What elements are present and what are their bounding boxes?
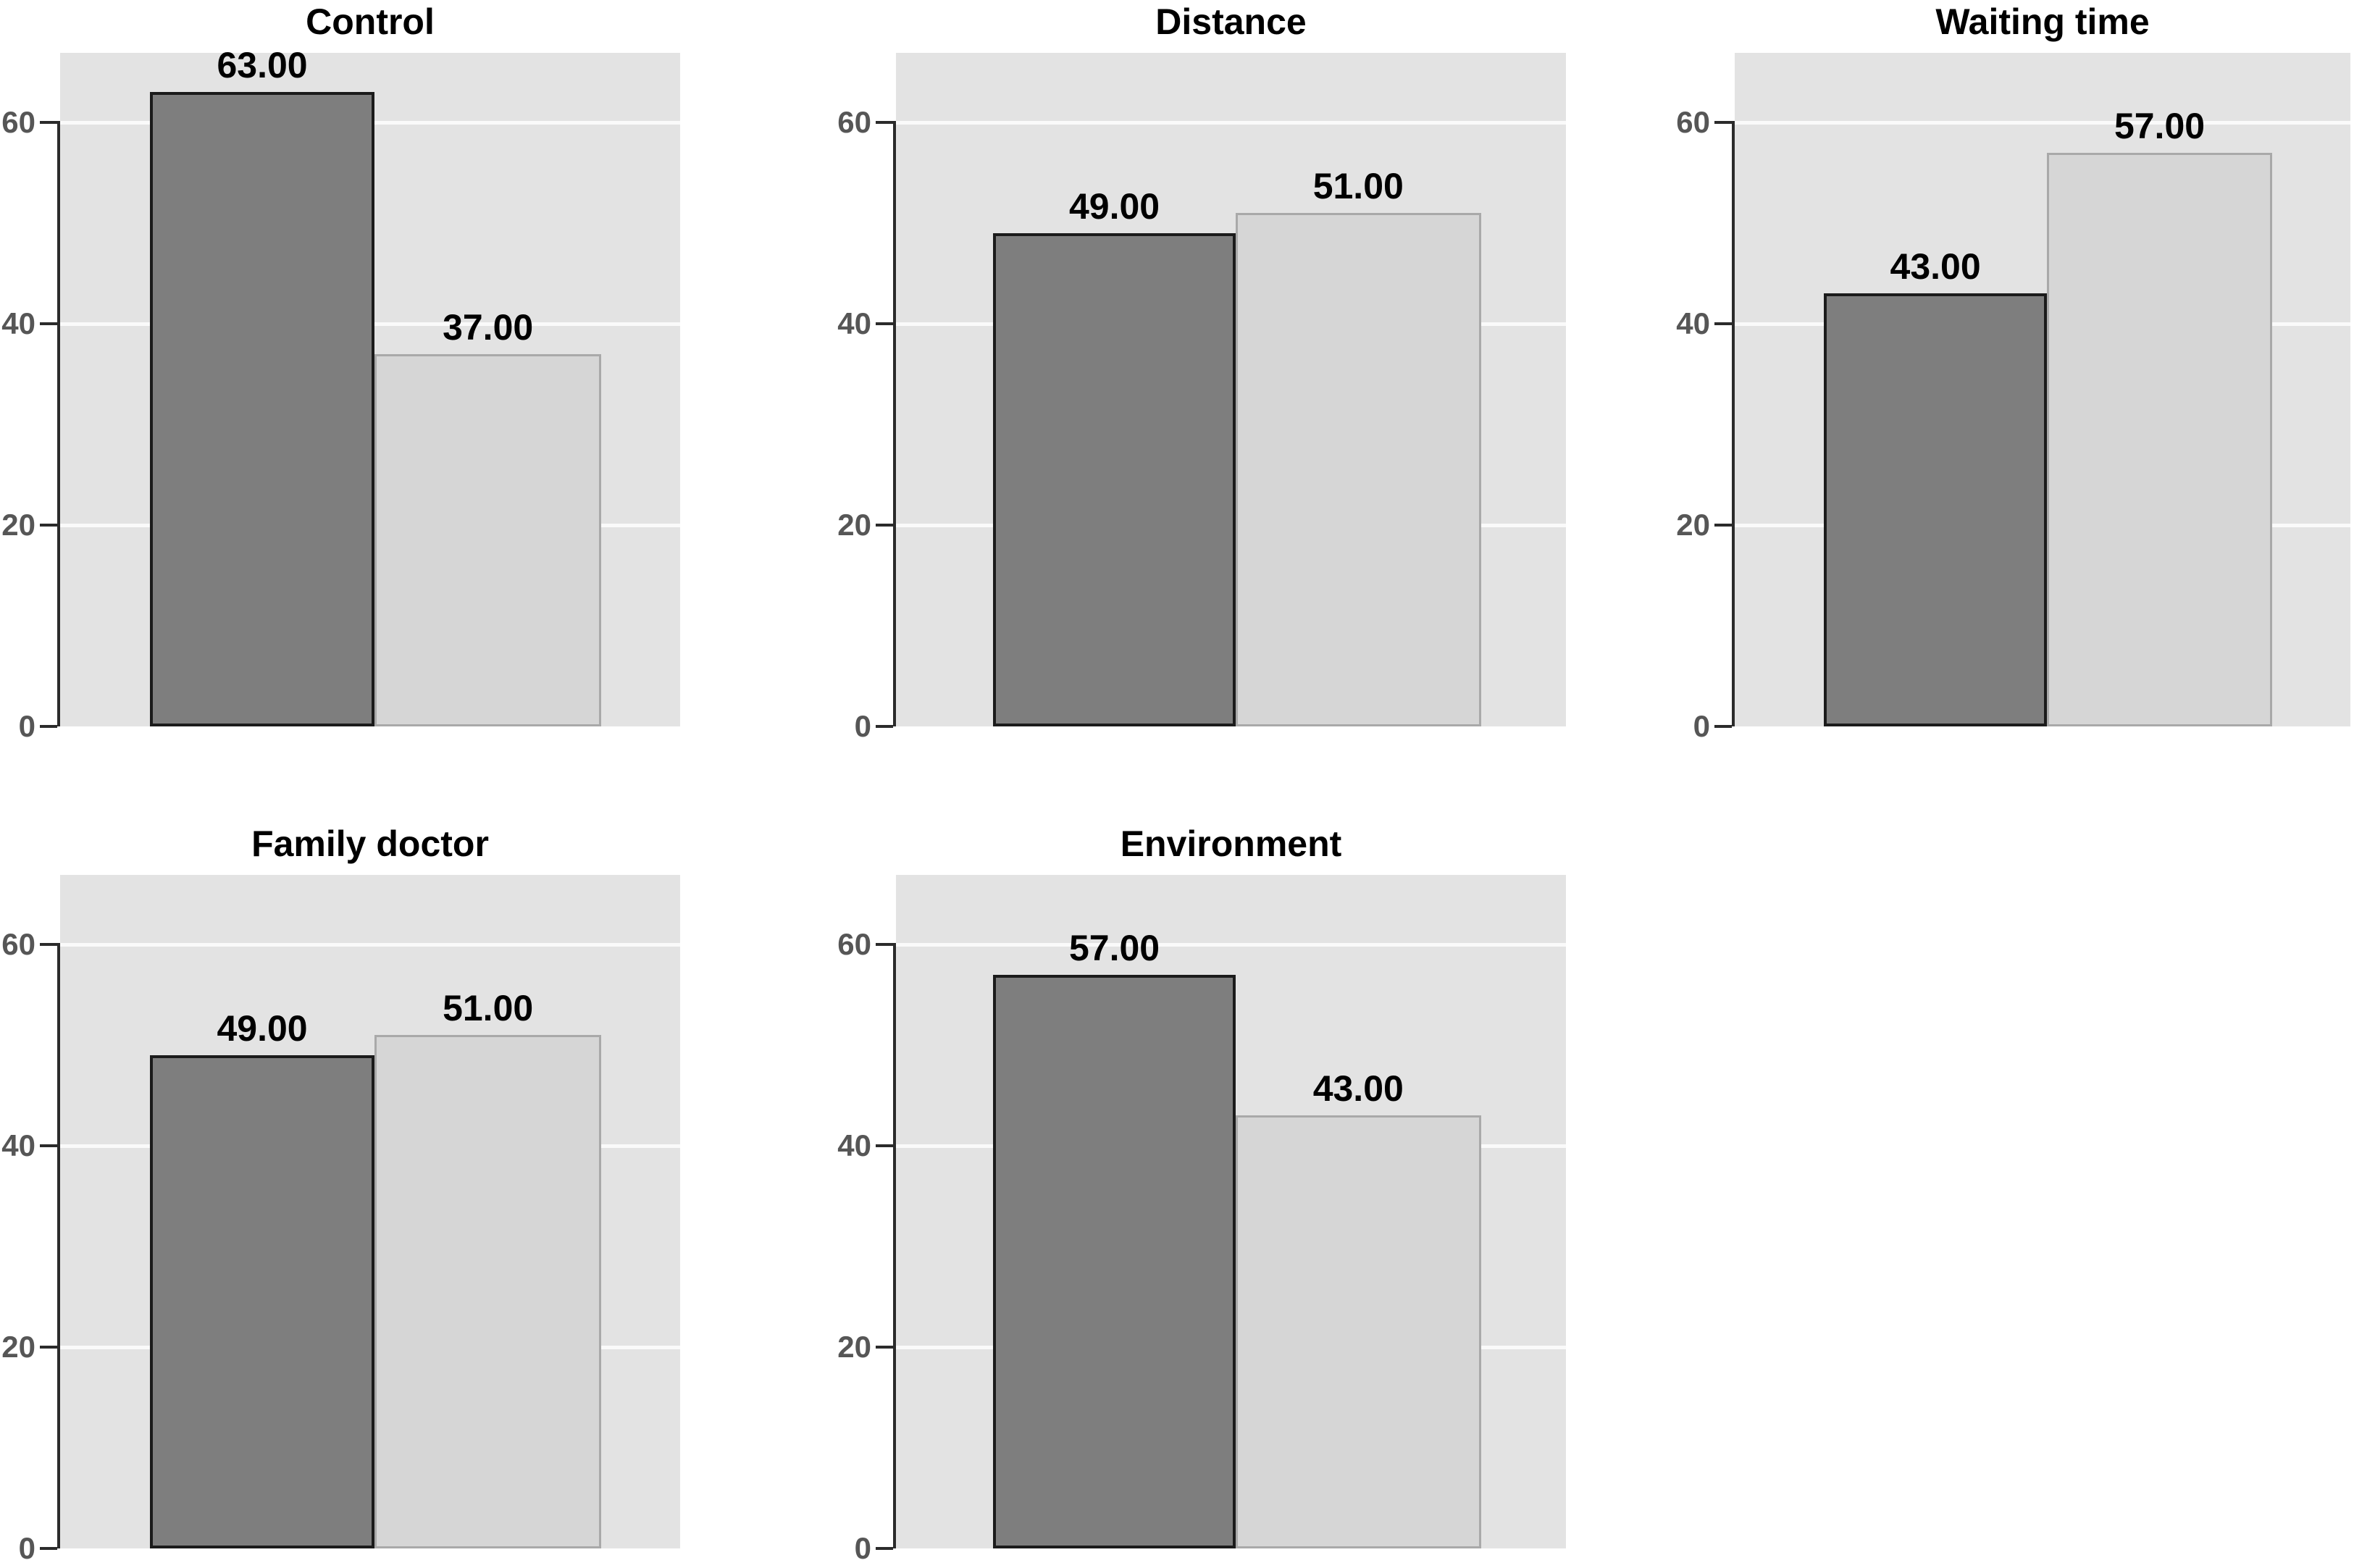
panel-environment: Environment 0 20 40 60 57.00 43.00 xyxy=(784,782,1569,1568)
y-axis-tick-0 xyxy=(876,1547,893,1550)
y-axis-tick-label-20: 20 xyxy=(1,1330,35,1364)
panel-title-family-doctor: Family doctor xyxy=(251,823,489,864)
y-axis-tick-label-20: 20 xyxy=(1,508,35,542)
plot-area-waiting-time: 0 20 40 60 43.00 57.00 xyxy=(1676,53,2350,742)
y-axis-tick-40 xyxy=(1714,322,1732,325)
y-axis-tick-label-0: 0 xyxy=(18,709,35,743)
bar-dark-gray xyxy=(150,1055,374,1548)
y-axis-tick-40 xyxy=(40,322,57,325)
y-axis-tick-20 xyxy=(40,1346,57,1349)
bar-light-gray xyxy=(2046,152,2273,726)
y-axis-tick-20 xyxy=(876,524,893,527)
y-axis-tick-label-40: 40 xyxy=(1,306,35,340)
y-axis-tick-label-20: 20 xyxy=(1676,508,1710,542)
y-axis-line xyxy=(1732,121,1735,726)
plot-area-distance: 0 20 40 60 49.00 51.00 xyxy=(837,53,1566,742)
y-axis-tick-60 xyxy=(1714,121,1732,124)
bar-value-label: 49.00 xyxy=(1068,185,1160,227)
bar-value-label: 43.00 xyxy=(1312,1068,1404,1110)
panel-title-waiting-time: Waiting time xyxy=(1935,1,2150,42)
bar-value-label: 57.00 xyxy=(1068,927,1160,968)
panel-control: Control 0 20 40 60 63.00 37.00 xyxy=(0,0,784,782)
y-axis-tick-label-20: 20 xyxy=(837,508,871,542)
y-axis-tick-60 xyxy=(40,121,57,124)
panel-distance: Distance 0 20 40 60 49.00 51.00 xyxy=(784,0,1569,782)
y-axis-tick-label-40: 40 xyxy=(837,1128,871,1162)
y-axis-tick-label-40: 40 xyxy=(1676,306,1710,340)
bar-dark-gray xyxy=(993,974,1236,1548)
y-axis-tick-label-0: 0 xyxy=(18,1531,35,1565)
bar-value-label: 51.00 xyxy=(1312,166,1404,207)
gridline-60 xyxy=(896,120,1566,125)
y-axis-tick-label-60: 60 xyxy=(837,105,871,139)
y-axis-tick-label-60: 60 xyxy=(1,105,35,139)
bar-dark-gray xyxy=(150,92,374,726)
y-axis-tick-20 xyxy=(876,1346,893,1349)
y-axis-line xyxy=(57,943,60,1548)
panel-title-distance: Distance xyxy=(1155,1,1307,42)
gridline-60 xyxy=(1735,120,2350,125)
y-axis-line xyxy=(893,943,896,1548)
y-axis-tick-40 xyxy=(876,322,893,325)
bar-light-gray xyxy=(374,353,602,726)
panel-title-control: Control xyxy=(306,1,435,42)
y-axis-tick-60 xyxy=(876,943,893,946)
y-axis-tick-0 xyxy=(876,725,893,728)
y-axis-tick-label-0: 0 xyxy=(854,709,871,743)
y-axis-tick-20 xyxy=(1714,524,1732,527)
plot-area-control: 0 20 40 60 63.00 37.00 xyxy=(1,47,680,742)
y-axis-line xyxy=(57,121,60,726)
gridline-60 xyxy=(60,942,680,947)
y-axis-tick-label-40: 40 xyxy=(837,306,871,340)
y-axis-tick-label-0: 0 xyxy=(1693,709,1710,743)
y-axis-tick-0 xyxy=(1714,725,1732,728)
bar-value-label: 43.00 xyxy=(1890,246,1981,288)
panel-title-environment: Environment xyxy=(1120,823,1342,864)
y-axis-tick-40 xyxy=(40,1144,57,1147)
y-axis-tick-label-20: 20 xyxy=(837,1330,871,1364)
plot-area-family-doctor: 0 20 40 60 49.00 51.00 xyxy=(1,875,680,1564)
bar-light-gray xyxy=(374,1035,602,1548)
bar-value-label: 63.00 xyxy=(217,45,308,86)
y-axis-tick-label-0: 0 xyxy=(854,1531,871,1565)
y-axis-tick-0 xyxy=(40,725,57,728)
y-axis-tick-label-60: 60 xyxy=(837,927,871,961)
plot-area-environment: 0 20 40 60 57.00 43.00 xyxy=(837,875,1566,1564)
bar-light-gray xyxy=(1235,1115,1481,1548)
bar-value-label: 51.00 xyxy=(443,988,534,1029)
bar-value-label: 49.00 xyxy=(217,1007,308,1049)
y-axis-tick-40 xyxy=(876,1144,893,1147)
bar-value-label: 37.00 xyxy=(443,306,534,348)
y-axis-tick-20 xyxy=(40,524,57,527)
y-axis-tick-60 xyxy=(40,943,57,946)
y-axis-tick-label-60: 60 xyxy=(1676,105,1710,139)
y-axis-line xyxy=(893,121,896,726)
y-axis-tick-60 xyxy=(876,121,893,124)
panel-family-doctor: Family doctor 0 20 40 60 49.00 51.00 xyxy=(0,782,784,1568)
y-axis-tick-label-60: 60 xyxy=(1,927,35,961)
gridline-60 xyxy=(896,942,1566,947)
y-axis-tick-label-40: 40 xyxy=(1,1128,35,1162)
bar-value-label: 57.00 xyxy=(2114,105,2206,146)
bar-light-gray xyxy=(1235,213,1481,726)
bar-dark-gray xyxy=(1824,293,2047,726)
panel-waiting-time: Waiting time 0 20 40 60 43.00 57.00 xyxy=(1569,0,2354,782)
y-axis-tick-0 xyxy=(40,1547,57,1550)
bar-dark-gray xyxy=(993,232,1236,726)
